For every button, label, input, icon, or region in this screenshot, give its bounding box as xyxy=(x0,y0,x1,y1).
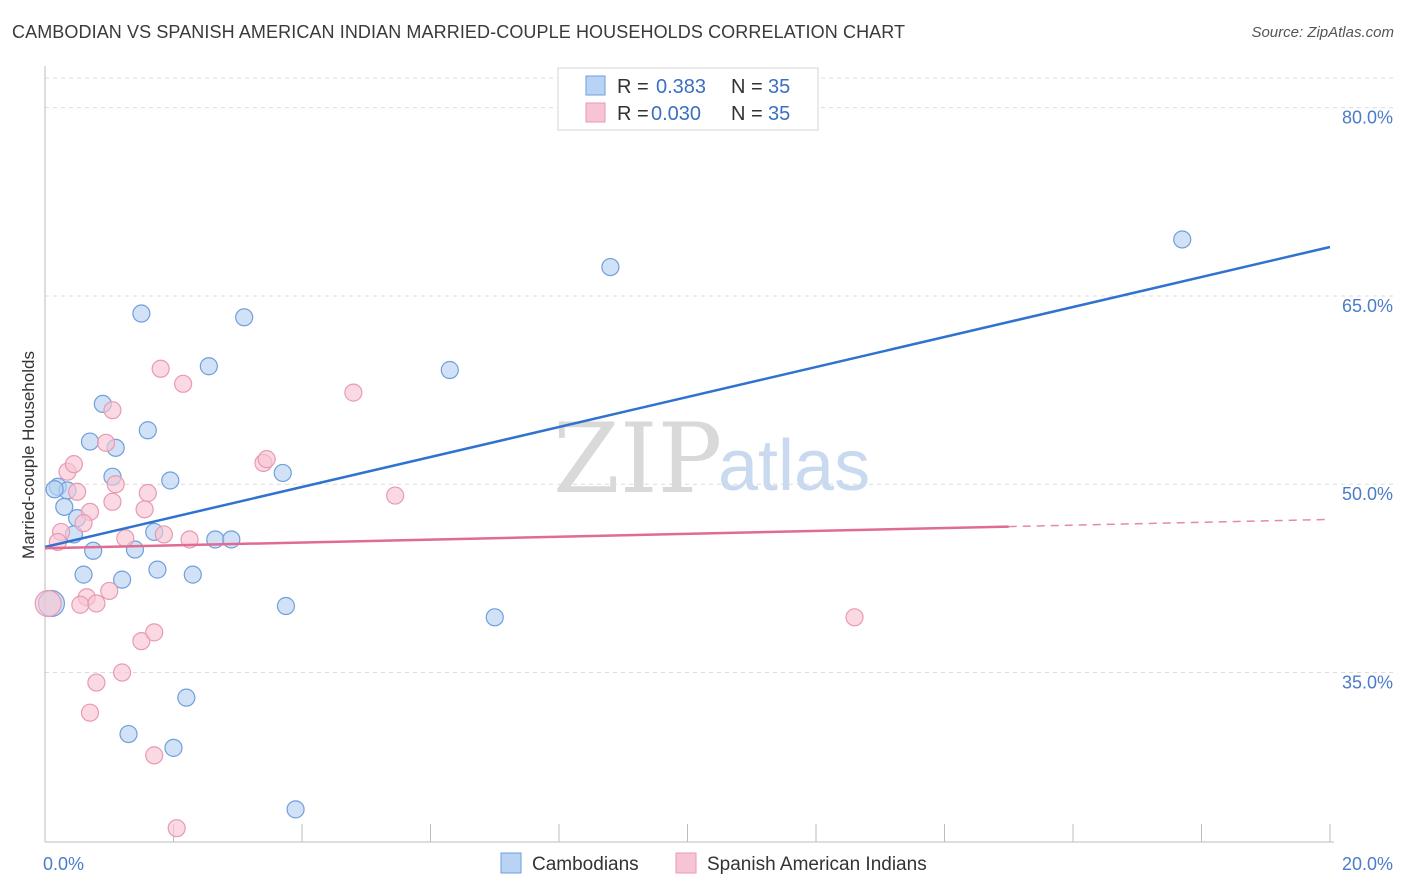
y-tick-label: 65.0% xyxy=(1342,296,1393,316)
points-layer xyxy=(34,230,1192,838)
point-cambodians xyxy=(148,560,167,579)
x-tick-label-start: 0.0% xyxy=(43,854,84,874)
point-spanish-american-indians xyxy=(80,703,100,722)
legend-top: R = 0.383 N = 35 R = 0.030 N = 35 xyxy=(557,67,819,131)
point-spanish-american-indians xyxy=(386,486,405,505)
legend-r-value-1: 0.383 xyxy=(656,76,706,98)
legend-r-label-2: R = xyxy=(617,103,649,125)
point-cambodians xyxy=(485,608,504,627)
point-spanish-american-indians xyxy=(103,492,122,511)
point-spanish-american-indians xyxy=(167,819,186,838)
point-cambodians xyxy=(45,480,64,499)
point-cambodians xyxy=(601,257,620,277)
legend-bottom-label-cambodians: Cambodians xyxy=(532,854,639,875)
point-spanish-american-indians xyxy=(64,455,84,474)
point-spanish-american-indians xyxy=(106,475,125,494)
legend-n-label-2: N = xyxy=(731,103,763,125)
point-cambodians xyxy=(161,471,180,490)
chart-title: CAMBODIAN VS SPANISH AMERICAN INDIAN MAR… xyxy=(12,22,906,42)
legend-r-value-2: 0.030 xyxy=(651,103,701,125)
legend-r-label-1: R = xyxy=(617,76,649,98)
chart-source: Source: ZipAtlas.com xyxy=(1251,24,1394,41)
legend-n-value-1: 35 xyxy=(768,76,790,98)
point-spanish-american-indians xyxy=(112,663,132,682)
point-spanish-american-indians xyxy=(174,374,193,393)
point-cambodians xyxy=(164,738,183,757)
axes-layer: 35.0% 50.0% 65.0% 80.0% 0.0% 20.0% xyxy=(43,66,1393,874)
point-cambodians xyxy=(183,565,202,584)
legend-n-value-2: 35 xyxy=(768,103,790,125)
point-cambodians xyxy=(132,304,151,323)
point-spanish-american-indians xyxy=(154,525,173,544)
point-cambodians xyxy=(138,421,157,440)
point-spanish-american-indians xyxy=(145,623,164,642)
point-spanish-american-indians xyxy=(145,746,164,765)
point-spanish-american-indians xyxy=(96,433,116,452)
trend-line-cambodians xyxy=(44,245,1331,549)
grid-layer xyxy=(45,77,1394,674)
point-spanish-american-indians xyxy=(74,514,93,533)
y-tick-label: 50.0% xyxy=(1342,484,1393,504)
point-cambodians xyxy=(276,596,296,616)
point-cambodians xyxy=(84,541,103,560)
x-tick-label-end: 20.0% xyxy=(1342,854,1393,874)
point-cambodians xyxy=(177,688,196,707)
point-spanish-american-indians xyxy=(138,483,157,503)
legend-swatch-blue xyxy=(585,75,606,96)
point-cambodians xyxy=(74,565,93,584)
legend-bottom-swatch-cambodians xyxy=(500,852,522,874)
point-spanish-american-indians xyxy=(103,401,122,420)
point-cambodians xyxy=(119,724,138,744)
point-spanish-american-indians xyxy=(87,673,106,692)
point-spanish-american-indians xyxy=(71,595,90,614)
point-spanish-american-indians xyxy=(34,589,62,618)
point-cambodians xyxy=(273,463,292,483)
point-cambodians xyxy=(286,800,305,819)
point-spanish-american-indians xyxy=(344,383,363,402)
legend-bottom: Cambodians Spanish American Indians xyxy=(500,852,927,875)
y-tick-label: 80.0% xyxy=(1342,108,1393,128)
watermark-zip: ZIP xyxy=(553,403,722,515)
point-spanish-american-indians xyxy=(845,608,864,627)
point-spanish-american-indians xyxy=(257,450,276,469)
point-spanish-american-indians xyxy=(100,581,119,601)
legend-bottom-swatch-spanish-american-indians xyxy=(675,852,697,874)
point-cambodians xyxy=(199,357,218,376)
point-spanish-american-indians xyxy=(116,529,135,548)
point-spanish-american-indians xyxy=(151,359,170,378)
point-cambodians xyxy=(1173,230,1192,249)
watermark-atlas: atlas xyxy=(718,426,870,506)
legend-bottom-label-spanish-american-indians: Spanish American Indians xyxy=(707,854,927,875)
y-axis-label: Married-couple Households xyxy=(19,351,38,559)
legend-swatch-pink xyxy=(585,102,606,123)
trend-line-spanish-american-indians xyxy=(44,525,1009,550)
point-cambodians xyxy=(440,360,459,380)
trend-line-dashed-spanish-american-indians xyxy=(1008,518,1331,528)
watermark: ZIP atlas xyxy=(553,403,870,515)
point-spanish-american-indians xyxy=(87,594,106,613)
legend-n-label-1: N = xyxy=(731,76,763,98)
point-spanish-american-indians xyxy=(132,632,151,651)
point-cambodians xyxy=(55,497,74,516)
point-cambodians xyxy=(80,432,100,451)
y-tick-label: 35.0% xyxy=(1342,673,1393,693)
point-spanish-american-indians xyxy=(135,500,154,519)
trend-lines xyxy=(44,245,1331,550)
point-cambodians xyxy=(235,308,254,327)
point-spanish-american-indians xyxy=(68,482,87,501)
point-cambodians xyxy=(112,570,132,589)
